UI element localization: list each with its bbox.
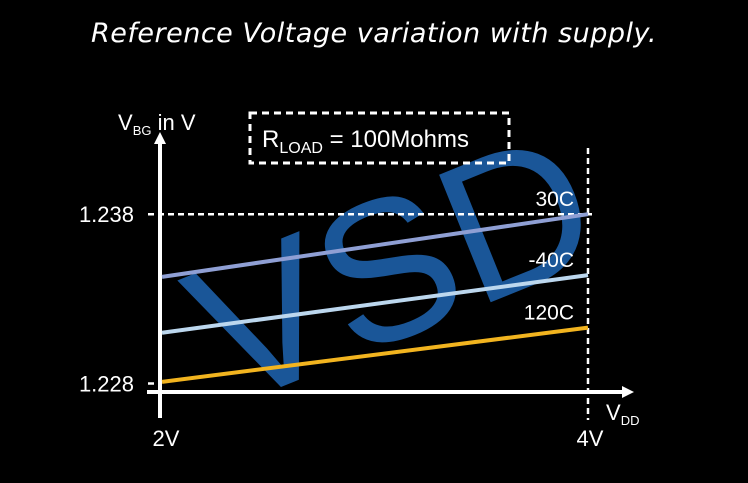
series-line--40C <box>161 273 589 335</box>
series-label-120C: 120C <box>524 302 574 325</box>
y-tick-label-0: 1.228 <box>79 372 134 397</box>
y-axis-label: VBG in V <box>118 110 196 138</box>
x-axis-label: VDD <box>606 400 639 428</box>
series-line-30C <box>161 212 589 279</box>
x-tick-label-1: 4V <box>577 426 604 451</box>
annotation-box <box>248 111 511 165</box>
series-group: 30C -40C 120C <box>161 188 589 384</box>
y-tick-label-1: 1.238 <box>79 202 134 227</box>
series-label--40C: -40C <box>528 249 574 272</box>
tick-labels: 1.228 1.238 2V 4V <box>79 202 604 451</box>
series-label-30C: 30C <box>535 188 574 211</box>
series-line-120C <box>161 325 589 384</box>
chart-title: Reference Voltage variation with supply. <box>91 18 657 49</box>
rload-annotation: RLOAD = 100Mohms <box>262 126 469 157</box>
x-tick-label-0: 2V <box>153 426 180 451</box>
